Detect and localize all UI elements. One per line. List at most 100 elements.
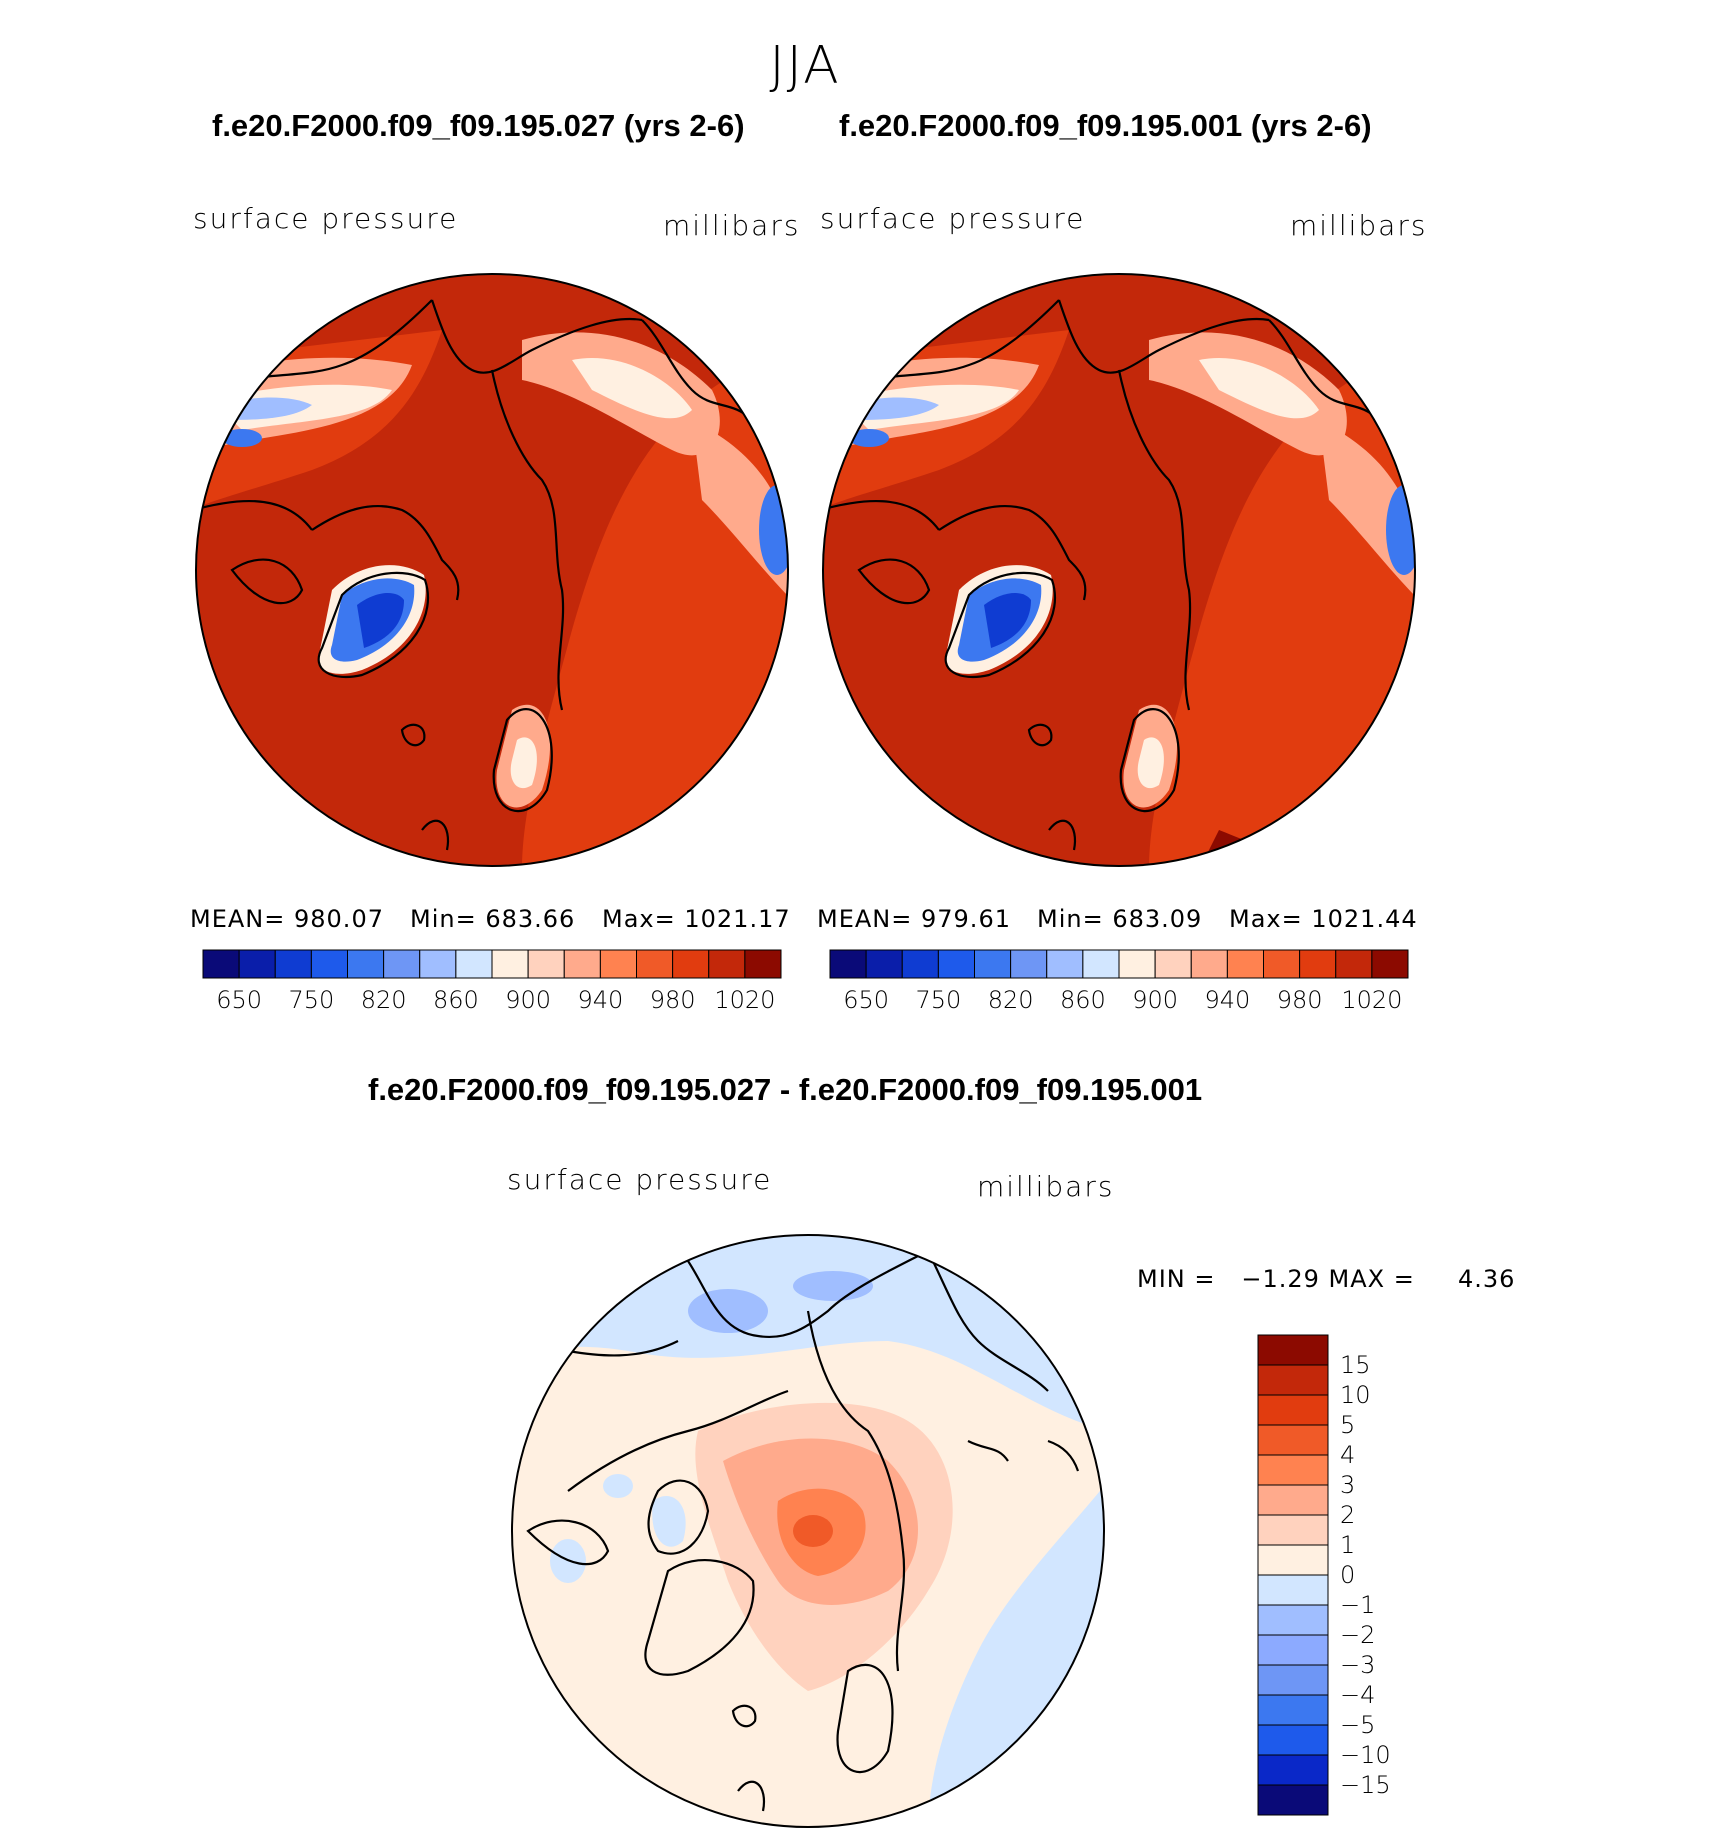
panel-2-colorbar-swatch bbox=[1082, 949, 1120, 979]
panel-1-colorbar-swatch bbox=[672, 949, 710, 979]
panel-1-colorbar-swatch bbox=[636, 949, 674, 979]
panel-1-max-stat: Max= 1021.17 bbox=[602, 905, 791, 933]
panel-1-min-value: 683.66 bbox=[485, 905, 576, 933]
panel-2-colorbar-swatch bbox=[1190, 949, 1228, 979]
panel-1-map-border bbox=[195, 273, 789, 867]
panel-2-colorbar-swatch bbox=[1010, 949, 1048, 979]
panel-1-colorbar-swatch bbox=[708, 949, 746, 979]
diff-colorbar-tick-label: −3 bbox=[1340, 1651, 1376, 1679]
diff-colorbar-swatch bbox=[1257, 1574, 1329, 1606]
diff-variable-label: surface pressure bbox=[507, 1163, 773, 1196]
panel-2-colorbar-tick-label: 860 bbox=[1059, 986, 1106, 1014]
diff-colorbar-tick-label: 3 bbox=[1340, 1471, 1356, 1499]
diff-polar-map bbox=[511, 1234, 1105, 1828]
diff-colorbar-tick-label: 1 bbox=[1340, 1531, 1356, 1559]
panel-1-mean-value: 980.07 bbox=[294, 905, 384, 933]
panel-1-coastlines bbox=[196, 299, 753, 851]
panel-2-colorbar-swatch bbox=[901, 949, 939, 979]
panel-2-colorbar-swatch bbox=[1263, 949, 1301, 979]
diff-colorbar-tick-label: −15 bbox=[1340, 1771, 1391, 1799]
diff-colorbar-swatch bbox=[1257, 1724, 1329, 1756]
diff-colorbar-swatch bbox=[1257, 1454, 1329, 1486]
panel-1-colorbar bbox=[202, 949, 782, 979]
diff-units-label: millibars bbox=[977, 1170, 1115, 1203]
diff-colorbar-tick-label: −5 bbox=[1340, 1711, 1376, 1739]
diff-colorbar-swatch bbox=[1257, 1424, 1329, 1456]
panel-1-max-label: Max= bbox=[602, 905, 676, 933]
diff-minmax-text: MIN = −1.29 MAX = 4.36 bbox=[1137, 1265, 1516, 1293]
diff-coastlines bbox=[526, 1250, 1080, 1812]
panel-1-colorbar-swatch bbox=[491, 949, 529, 979]
diff-negative-north bbox=[512, 1235, 1104, 1431]
panel-2-colorbar-tick-label: 650 bbox=[843, 986, 890, 1014]
panel-2-colorbar bbox=[829, 949, 1409, 979]
panel-1-mean-label: MEAN= bbox=[190, 905, 286, 933]
panel-1-min-label: Min= bbox=[410, 905, 477, 933]
panel-1-colorbar-tick-label: 940 bbox=[577, 986, 624, 1014]
diff-colorbar-swatch bbox=[1257, 1754, 1329, 1786]
panel-2-colorbar-tick-label: 940 bbox=[1204, 986, 1251, 1014]
diff-colorbar-tick-label: −10 bbox=[1340, 1741, 1391, 1769]
panel-1-colorbar-tick-label: 750 bbox=[288, 986, 335, 1014]
panel-2-mean-label: MEAN= bbox=[817, 905, 913, 933]
panel-2-colorbar-swatch bbox=[1046, 949, 1084, 979]
diff-colorbar-swatch bbox=[1257, 1334, 1329, 1366]
season-title: JJA bbox=[769, 36, 841, 96]
panel-2-colorbar-swatch bbox=[974, 949, 1012, 979]
panel-2-colorbar-swatch bbox=[1371, 949, 1409, 979]
panel-2-colorbar-tick-label: 980 bbox=[1276, 986, 1323, 1014]
panel-1-max-value: 1021.17 bbox=[684, 905, 791, 933]
diff-map-border bbox=[511, 1234, 1105, 1828]
panel-1-colorbar-swatch bbox=[383, 949, 421, 979]
panel-2-case-title: f.e20.F2000.f09_f09.195.001 (yrs 2-6) bbox=[839, 108, 1372, 143]
diff-colorbar-swatch bbox=[1257, 1544, 1329, 1576]
panel-1-colorbar-tick-label: 1020 bbox=[714, 986, 776, 1014]
panel-1-polar-map bbox=[195, 273, 789, 867]
panel-1-colorbar-tick-label: 980 bbox=[649, 986, 696, 1014]
panel-2-colorbar-tick-label: 1020 bbox=[1341, 986, 1403, 1014]
panel-2-colorbar-swatch bbox=[1335, 949, 1373, 979]
panel-2-map-border bbox=[822, 273, 1416, 867]
panel-1-case-title: f.e20.F2000.f09_f09.195.027 (yrs 2-6) bbox=[212, 108, 745, 143]
diff-colorbar-ticks: 15 10 5 4 3 2 1 0 −1 −2 −3 −4 −5 −10 −15 bbox=[1340, 1335, 1420, 1815]
panel-2-polar-map bbox=[822, 273, 1416, 867]
diff-colorbar-swatch bbox=[1257, 1634, 1329, 1666]
panel-1-colorbar-swatch bbox=[527, 949, 565, 979]
panel-1-variable-label: surface pressure bbox=[193, 202, 459, 235]
panel-2-colorbar-tick-label: 750 bbox=[915, 986, 962, 1014]
diff-colorbar-swatch bbox=[1257, 1394, 1329, 1426]
diff-title: f.e20.F2000.f09_f09.195.027 - f.e20.F200… bbox=[368, 1072, 1203, 1107]
panel-1-min-stat: Min= 683.66 bbox=[410, 905, 575, 933]
panel-2-max-stat: Max= 1021.44 bbox=[1229, 905, 1418, 933]
diff-colorbar-tick-label: 4 bbox=[1340, 1441, 1356, 1469]
panel-1-colorbar-swatch bbox=[274, 949, 312, 979]
panel-2-variable-label: surface pressure bbox=[820, 202, 1086, 235]
diff-colorbar-swatch bbox=[1257, 1694, 1329, 1726]
panel-2-colorbar-tick-label: 820 bbox=[987, 986, 1034, 1014]
panel-2-colorbar-swatch bbox=[865, 949, 903, 979]
panel-1-colorbar-tick-label: 860 bbox=[432, 986, 479, 1014]
panel-2-coastlines bbox=[823, 299, 1380, 851]
panel-1-colorbar-swatch bbox=[202, 949, 240, 979]
panel-2-colorbar-swatch bbox=[1299, 949, 1337, 979]
panel-2-colorbar-swatch bbox=[1118, 949, 1156, 979]
panel-2-colorbar-ticks: 650 750 820 860 900 940 980 1020 bbox=[830, 986, 1408, 1016]
panel-2-max-value: 1021.44 bbox=[1311, 905, 1418, 933]
panel-1-colorbar-swatch bbox=[455, 949, 493, 979]
panel-1-colorbar-swatch bbox=[238, 949, 276, 979]
panel-1-colorbar-swatch bbox=[419, 949, 457, 979]
diff-colorbar-tick-label: 15 bbox=[1340, 1351, 1371, 1379]
diff-colorbar-tick-label: 5 bbox=[1340, 1411, 1356, 1439]
diff-colorbar-swatch bbox=[1257, 1664, 1329, 1696]
diff-colorbar-tick-label: 0 bbox=[1340, 1561, 1356, 1589]
panel-2-colorbar-swatch bbox=[937, 949, 975, 979]
panel-1-colorbar-tick-label: 650 bbox=[216, 986, 263, 1014]
panel-1-colorbar-swatch bbox=[599, 949, 637, 979]
panel-2-colorbar-tick-label: 900 bbox=[1132, 986, 1179, 1014]
diff-colorbar-swatch bbox=[1257, 1784, 1329, 1816]
panel-1-colorbar-swatch bbox=[744, 949, 782, 979]
panel-1-colorbar-swatch bbox=[563, 949, 601, 979]
panel-1-units-label: millibars bbox=[663, 209, 801, 242]
diff-colorbar-tick-label: −2 bbox=[1340, 1621, 1376, 1649]
panel-2-max-label: Max= bbox=[1229, 905, 1303, 933]
